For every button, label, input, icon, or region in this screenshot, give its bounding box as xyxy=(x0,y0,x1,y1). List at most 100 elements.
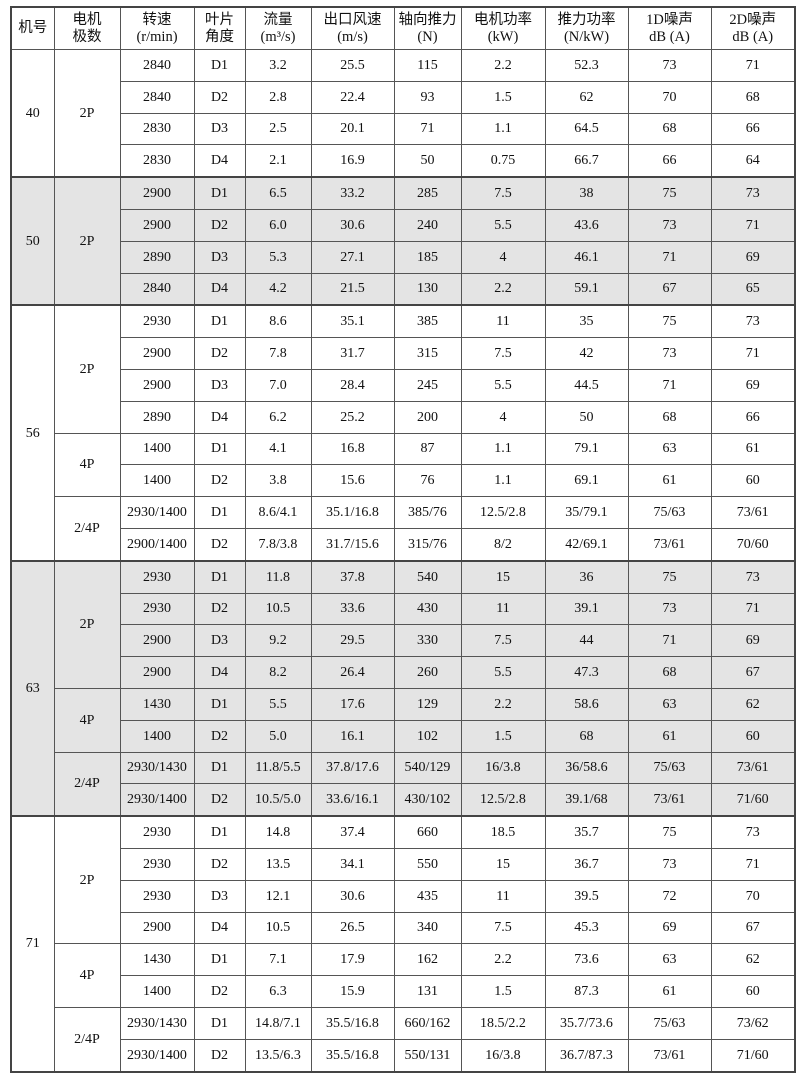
noise-2d-cell: 69 xyxy=(710,624,796,658)
thrust-per-power-cell: 47.3 xyxy=(544,656,629,689)
motor-power-cell: 4 xyxy=(460,400,546,434)
thrust-per-power-cell: 36.7/87.3 xyxy=(544,1038,629,1073)
blade-angle-cell: D1 xyxy=(193,176,246,210)
noise-1d-cell: 66 xyxy=(627,144,712,178)
header-line: (m³/s) xyxy=(260,28,296,45)
header-noise-2d: 2D噪声 dB (A) xyxy=(710,6,796,50)
header-line: 机号 xyxy=(18,20,48,36)
noise-2d-cell: 60 xyxy=(710,975,796,1008)
axial-thrust-cell: 660/162 xyxy=(393,1006,462,1040)
speed-cell: 2930/1400 xyxy=(119,1038,195,1073)
noise-1d-cell: 61 xyxy=(627,719,712,753)
thrust-per-power-cell: 39.1/68 xyxy=(544,783,629,817)
blade-angle-cell: D4 xyxy=(193,272,246,306)
axial-thrust-cell: 87 xyxy=(393,432,462,466)
outlet-velocity-cell: 35.5/16.8 xyxy=(310,1038,395,1073)
axial-thrust-cell: 71 xyxy=(393,112,462,146)
axial-thrust-cell: 93 xyxy=(393,80,462,114)
speed-cell: 2930 xyxy=(119,559,195,594)
speed-cell: 2900 xyxy=(119,337,195,370)
motor-power-cell: 12.5/2.8 xyxy=(460,496,546,529)
flow-cell: 12.1 xyxy=(244,879,312,913)
motor-power-cell: 1.5 xyxy=(460,719,546,753)
flow-cell: 4.1 xyxy=(244,432,312,466)
flow-cell: 5.0 xyxy=(244,719,312,753)
blade-angle-cell: D3 xyxy=(193,112,246,146)
noise-1d-cell: 72 xyxy=(627,879,712,913)
noise-1d-cell: 73 xyxy=(627,592,712,626)
table-row: 2840 D2 2.8 22.4 93 1.5 62 70 68 xyxy=(11,80,796,114)
thrust-per-power-cell: 68 xyxy=(544,719,629,753)
blade-angle-cell: D2 xyxy=(193,208,246,242)
motor-power-cell: 2.2 xyxy=(460,943,546,977)
poles-cell: 2P xyxy=(53,559,121,689)
flow-cell: 10.5 xyxy=(244,911,312,945)
table-row: 2830 D3 2.5 20.1 71 1.1 64.5 68 66 xyxy=(11,112,796,146)
blade-angle-cell: D2 xyxy=(193,719,246,753)
thrust-per-power-cell: 35.7 xyxy=(544,815,629,849)
table-row: 40 2P 2840 D1 3.2 25.5 115 2.2 52.3 73 71 xyxy=(10,49,796,178)
noise-1d-cell: 75/63 xyxy=(627,496,712,529)
thrust-per-power-cell: 66.7 xyxy=(544,144,629,178)
motor-power-cell: 15 xyxy=(460,847,546,881)
flow-cell: 3.8 xyxy=(244,464,312,498)
flow-cell: 4.2 xyxy=(244,272,312,306)
thrust-per-power-cell: 36 xyxy=(544,559,629,594)
table-row: 4P 1430 D1 7.1 17.9 162 2.2 73.6 63 62 xyxy=(11,943,796,1008)
outlet-velocity-cell: 34.1 xyxy=(310,847,395,881)
blade-angle-cell: D2 xyxy=(193,847,246,881)
thrust-per-power-cell: 39.1 xyxy=(544,592,629,626)
thrust-per-power-cell: 42/69.1 xyxy=(544,527,629,562)
blade-angle-cell: D4 xyxy=(193,656,246,689)
speed-cell: 2930 xyxy=(119,304,195,339)
flow-cell: 13.5 xyxy=(244,847,312,881)
blade-angle-cell: D1 xyxy=(193,687,246,721)
axial-thrust-cell: 660 xyxy=(393,815,462,849)
thrust-per-power-cell: 44 xyxy=(544,624,629,658)
speed-cell: 2900 xyxy=(119,911,195,945)
blade-angle-cell: D2 xyxy=(193,1038,246,1073)
thrust-per-power-cell: 45.3 xyxy=(544,911,629,945)
noise-1d-cell: 63 xyxy=(627,432,712,466)
outlet-velocity-cell: 30.6 xyxy=(310,879,395,913)
outlet-velocity-cell: 15.6 xyxy=(310,464,395,498)
outlet-velocity-cell: 33.2 xyxy=(310,176,395,210)
motor-power-cell: 1.5 xyxy=(460,80,546,114)
poles-cell: 4P xyxy=(53,943,121,1008)
thrust-per-power-cell: 35/79.1 xyxy=(544,496,629,529)
speed-cell: 2890 xyxy=(119,400,195,434)
table-row: 2/4P 2930/1430 D1 14.8/7.1 35.5/16.8 660/162 1… xyxy=(11,1006,796,1073)
header-line: 极数 xyxy=(72,28,102,45)
outlet-velocity-cell: 21.5 xyxy=(310,272,395,306)
motor-power-cell: 11 xyxy=(460,304,546,339)
motor-power-cell: 11 xyxy=(460,592,546,626)
motor-power-cell: 5.5 xyxy=(460,208,546,242)
outlet-velocity-cell: 22.4 xyxy=(310,80,395,114)
header-line: (kW) xyxy=(487,28,519,45)
blade-angle-cell: D1 xyxy=(193,943,246,977)
noise-2d-cell: 70/60 xyxy=(710,527,796,562)
noise-2d-cell: 62 xyxy=(710,943,796,977)
speed-cell: 2900 xyxy=(119,176,195,210)
header-thrust-per-power: 推力功率 (N/kW) xyxy=(544,6,629,50)
axial-thrust-cell: 430/102 xyxy=(393,783,462,817)
axial-thrust-cell: 385 xyxy=(393,304,462,339)
header-outlet-velocity: 出口风速 (m/s) xyxy=(310,6,395,50)
motor-power-cell: 1.1 xyxy=(460,432,546,466)
flow-cell: 6.5 xyxy=(244,176,312,210)
outlet-velocity-cell: 25.2 xyxy=(310,400,395,434)
header-line: 流量 xyxy=(263,11,293,28)
noise-2d-cell: 64 xyxy=(710,144,796,178)
table-row: 2930/1400 D2 13.5/6.3 35.5/16.8 550/131 16/3.… xyxy=(11,1038,796,1073)
noise-2d-cell: 69 xyxy=(710,240,796,274)
table-row: 2900 D4 10.5 26.5 340 7.5 45.3 69 67 xyxy=(11,911,796,945)
axial-thrust-cell: 102 xyxy=(393,719,462,753)
noise-2d-cell: 60 xyxy=(710,719,796,753)
header-line: 电机 xyxy=(72,11,102,28)
speed-cell: 2930 xyxy=(119,592,195,626)
axial-thrust-cell: 540/129 xyxy=(393,751,462,785)
speed-cell: 2840 xyxy=(119,49,195,82)
blade-angle-cell: D2 xyxy=(193,783,246,817)
thrust-per-power-cell: 62 xyxy=(544,80,629,114)
speed-cell: 2840 xyxy=(119,272,195,306)
